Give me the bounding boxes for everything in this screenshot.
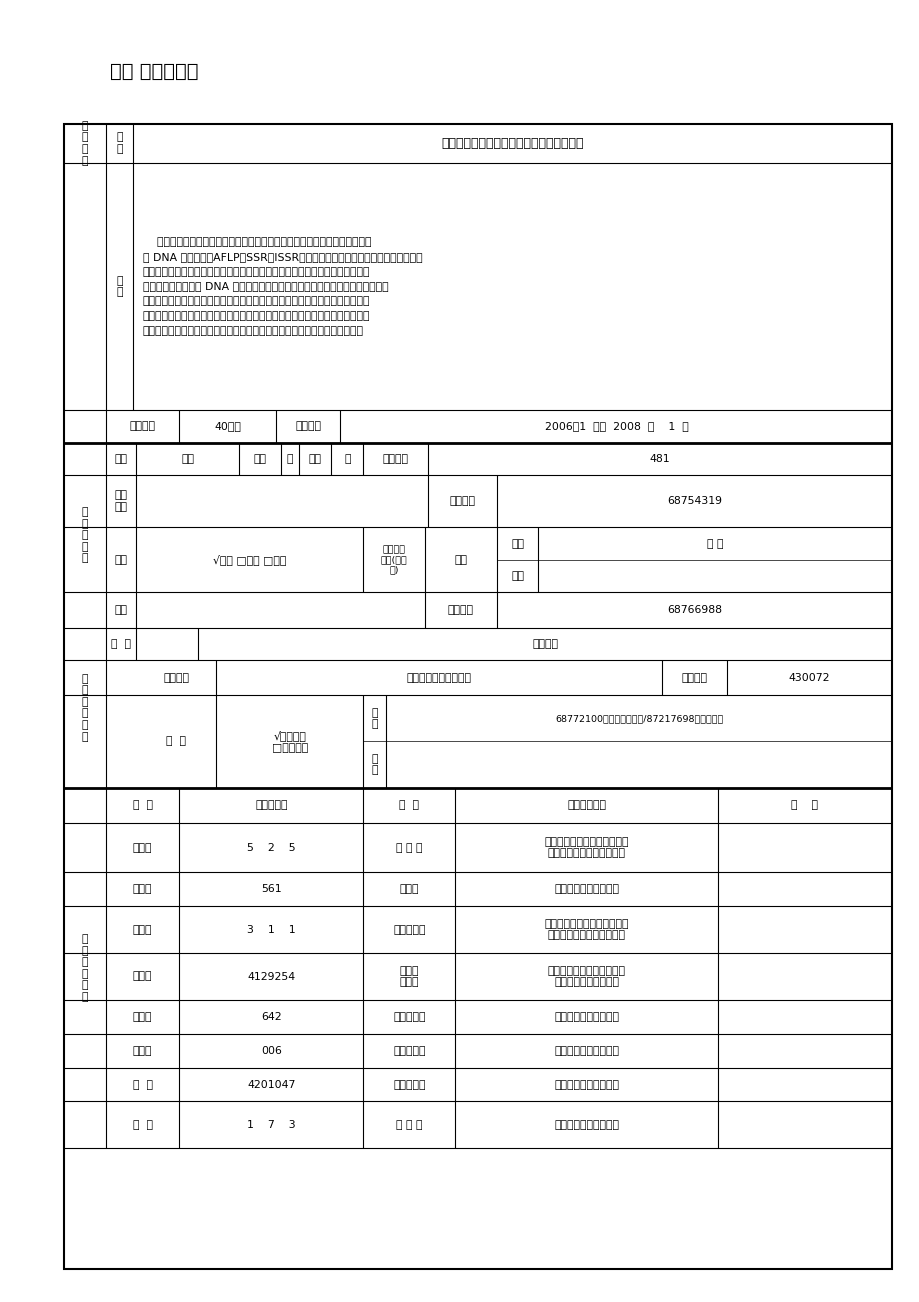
Text: 一、 基本信息表: 一、 基本信息表 bbox=[110, 62, 199, 81]
Text: 邮政编码: 邮政编码 bbox=[681, 673, 707, 682]
Text: 身份证号码: 身份证号码 bbox=[255, 801, 288, 810]
Text: 学位授予
国别(或地
区): 学位授予 国别(或地 区) bbox=[380, 546, 407, 574]
Text: 武汉大学生命科学学院: 武汉大学生命科学学院 bbox=[553, 884, 618, 894]
Text: 武汉大学生命科学学院: 武汉大学生命科学学院 bbox=[553, 1012, 618, 1022]
Text: 朱小燕: 朱小燕 bbox=[132, 1046, 153, 1056]
Text: 561: 561 bbox=[261, 884, 281, 894]
Text: 博士研究生: 博士研究生 bbox=[392, 1046, 425, 1056]
Text: 40万元: 40万元 bbox=[214, 422, 241, 431]
Text: 68754319: 68754319 bbox=[666, 496, 721, 506]
Text: 家庭电话: 家庭电话 bbox=[448, 605, 473, 615]
Text: 006: 006 bbox=[261, 1046, 281, 1056]
Text: 副教授: 副教授 bbox=[399, 884, 419, 894]
Text: 所
在
单
位
信
息: 所 在 单 位 信 息 bbox=[82, 673, 88, 742]
Text: 丁毅: 丁毅 bbox=[181, 454, 194, 464]
Text: 武汉大学生命科学学院: 武汉大学生命科学学院 bbox=[553, 1046, 618, 1056]
Text: 电子
信箱: 电子 信箱 bbox=[114, 491, 128, 512]
Text: 副教授
博士生: 副教授 博士生 bbox=[399, 966, 419, 987]
Text: 481: 481 bbox=[649, 454, 670, 464]
Text: 学位: 学位 bbox=[114, 555, 128, 565]
Text: 1    7    3: 1 7 3 bbox=[247, 1120, 295, 1130]
Text: 签字: 签字 bbox=[510, 572, 524, 581]
Text: 性别: 性别 bbox=[253, 454, 267, 464]
Text: 申请金额: 申请金额 bbox=[130, 422, 155, 431]
Text: 项
目
申
请
人: 项 目 申 请 人 bbox=[82, 506, 88, 564]
Text: √博士 □硕士 □其他: √博士 □硕士 □其他 bbox=[213, 555, 286, 565]
Text: 2006年1  月至  2008  年    1  月: 2006年1 月至 2008 年 1 月 bbox=[544, 422, 687, 431]
Text: 博士研究生: 博士研究生 bbox=[392, 1012, 425, 1022]
Text: 李立家: 李立家 bbox=[132, 884, 153, 894]
Text: 办公电话: 办公电话 bbox=[448, 496, 475, 506]
Text: 4201047: 4201047 bbox=[247, 1079, 295, 1090]
Text: 研
究
项
目: 研 究 项 目 bbox=[82, 121, 88, 165]
Text: 刘树楠: 刘树楠 bbox=[132, 971, 153, 982]
Text: 68766988: 68766988 bbox=[666, 605, 721, 615]
Text: 民族: 民族 bbox=[308, 454, 322, 464]
Text: 马  璐: 马 璐 bbox=[132, 1079, 153, 1090]
Text: 国家种质武汉水生蔬菜资源圃
（武汉市蔬菜科学研究所）: 国家种质武汉水生蔬菜资源圃 （武汉市蔬菜科学研究所） bbox=[544, 837, 628, 858]
Text: 姓  名: 姓 名 bbox=[132, 801, 153, 810]
Text: 职称: 职称 bbox=[510, 539, 524, 548]
Text: 名
称: 名 称 bbox=[116, 133, 123, 154]
Text: 证件号码: 证件号码 bbox=[382, 454, 408, 464]
Text: 博士研究生: 博士研究生 bbox=[392, 1079, 425, 1090]
Text: 武汉大学生命科学学院: 武汉大学生命科学学院 bbox=[553, 1120, 618, 1130]
Text: 4129254: 4129254 bbox=[247, 971, 295, 982]
Text: 430072: 430072 bbox=[788, 673, 830, 682]
Text: 国家种质武汉水生蔬菜资源圃
（武汉市蔬菜科学研究所）: 国家种质武汉水生蔬菜资源圃 （武汉市蔬菜科学研究所） bbox=[544, 919, 628, 940]
Text: 研 究 员: 研 究 员 bbox=[396, 842, 422, 853]
Text: 5    2    5: 5 2 5 bbox=[247, 842, 295, 853]
Text: 68772100（武大科技部）/87217698（生科院）: 68772100（武大科技部）/87217698（生科院） bbox=[555, 713, 722, 723]
Text: 签    字: 签 字 bbox=[790, 801, 818, 810]
Text: 黄新芳: 黄新芳 bbox=[132, 924, 153, 935]
Text: 华中师范大学生命科学学院
武汉大学生命科学学院: 华中师范大学生命科学学院 武汉大学生命科学学院 bbox=[547, 966, 625, 987]
Text: 高级农艺师: 高级农艺师 bbox=[392, 924, 425, 935]
Text: 3    1    1: 3 1 1 bbox=[247, 924, 295, 935]
Text: 武汉大学: 武汉大学 bbox=[531, 639, 558, 648]
Text: 男: 男 bbox=[286, 454, 293, 464]
Text: 教 授: 教 授 bbox=[707, 539, 722, 548]
Text: 名  称: 名 称 bbox=[111, 639, 130, 648]
Text: 潘  磊: 潘 磊 bbox=[132, 1120, 153, 1130]
Text: 职  称: 职 称 bbox=[399, 801, 419, 810]
Text: 汉: 汉 bbox=[344, 454, 350, 464]
Text: 手机: 手机 bbox=[114, 605, 128, 615]
Text: 摘
要: 摘 要 bbox=[116, 276, 123, 297]
Text: 电
话: 电 话 bbox=[371, 707, 378, 729]
Bar bbox=[64, 124, 891, 1269]
Text: 起止年月: 起止年月 bbox=[295, 422, 321, 431]
Text: 莲藕遗传多样性及种质分子标记分析与鉴定: 莲藕遗传多样性及种质分子标记分析与鉴定 bbox=[441, 137, 584, 150]
Text: 武汉大学生命科学学院: 武汉大学生命科学学院 bbox=[553, 1079, 618, 1090]
Text: 针对莲藕遗传多样性及种质分子标记分析与鉴定等基础研究薄弱的现状，采
用 DNA 分子标记（AFLP、SSR、ISSR）和蛋白质组分析技术，探讨莲藕基因组与
莲藕: 针对莲藕遗传多样性及种质分子标记分析与鉴定等基础研究薄弱的现状，采 用 DNA … bbox=[142, 237, 422, 336]
Text: 通讯地址: 通讯地址 bbox=[163, 673, 189, 682]
Text: 现有工作单位: 现有工作单位 bbox=[566, 801, 606, 810]
Text: 硕 博 生: 硕 博 生 bbox=[396, 1120, 422, 1130]
Text: 性  质: 性 质 bbox=[166, 737, 186, 746]
Text: 武汉大学生命科学学院: 武汉大学生命科学学院 bbox=[406, 673, 471, 682]
Text: 信
箱: 信 箱 bbox=[371, 754, 378, 776]
Text: 主
要
参
加
人
员: 主 要 参 加 人 员 bbox=[82, 934, 88, 1003]
Text: √高等学校
□科研机构: √高等学校 □科研机构 bbox=[271, 730, 308, 753]
Text: 中国: 中国 bbox=[454, 555, 467, 565]
Text: 汪爱华: 汪爱华 bbox=[132, 1012, 153, 1022]
Text: 柯卫东: 柯卫东 bbox=[132, 842, 153, 853]
Text: 姓名: 姓名 bbox=[114, 454, 128, 464]
Text: 642: 642 bbox=[261, 1012, 281, 1022]
